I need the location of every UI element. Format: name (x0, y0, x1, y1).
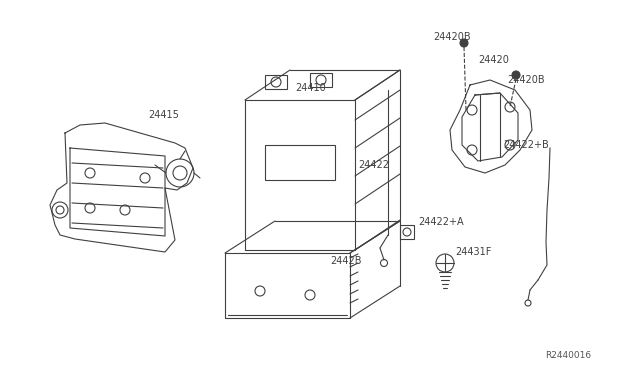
Text: 24422+A: 24422+A (418, 217, 463, 227)
Text: 24422+B: 24422+B (503, 140, 548, 150)
Circle shape (460, 39, 468, 47)
Text: 24410: 24410 (295, 83, 326, 93)
Text: 24420: 24420 (478, 55, 509, 65)
Text: 24420B: 24420B (433, 32, 470, 42)
Text: 24420B: 24420B (507, 75, 545, 85)
Text: 24431F: 24431F (455, 247, 492, 257)
Text: 2442B: 2442B (330, 256, 362, 266)
Text: 24422: 24422 (358, 160, 389, 170)
Bar (400, 225, 414, 239)
Text: 24415: 24415 (148, 110, 179, 120)
Bar (265, 75, 287, 89)
Bar (310, 73, 332, 87)
Text: R2440016: R2440016 (545, 350, 591, 359)
Bar (265, 145, 335, 180)
Circle shape (512, 71, 520, 79)
